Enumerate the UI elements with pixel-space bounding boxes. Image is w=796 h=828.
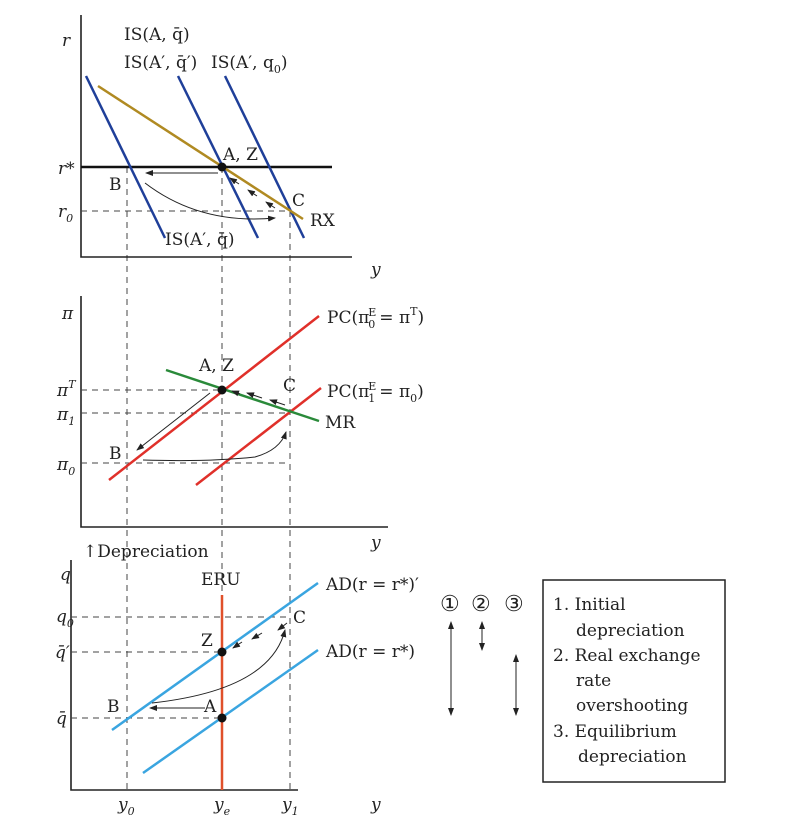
legend-line: 1. Initial [553, 595, 626, 615]
axis-label-r: r [62, 31, 71, 51]
axis-label-y-top: y [370, 260, 381, 280]
label-qbar-prime: q̄′ [55, 643, 70, 663]
label-a: A [203, 697, 217, 717]
label-ad-shifted: AD(r = r*)′ [325, 575, 419, 595]
point-az-mid [217, 385, 227, 395]
axes-bot [70, 560, 298, 791]
axes-top [80, 15, 352, 258]
point-az [217, 162, 227, 172]
label-eru: ERU [201, 570, 241, 590]
legend-line: 2. Real exchange [553, 646, 701, 666]
legend-line: 3. Equilibrium [553, 722, 677, 742]
step-1-marker: ① [440, 592, 460, 617]
axis-label-q: q [60, 565, 71, 585]
legend-line: overshooting [576, 696, 688, 716]
label-mr: MR [325, 413, 356, 433]
legend-line: depreciation [578, 747, 687, 767]
legend-box: 1. Initial depreciation 2. Real exchange… [542, 579, 726, 783]
ad-curve [142, 648, 319, 775]
label-r-star: r* [58, 159, 75, 179]
arrow-b-to-c [144, 182, 276, 222]
label-c-top: C [292, 191, 305, 211]
label-b-mid: B [109, 444, 122, 464]
panel-ad-eru: ↑Depreciation q q0 q̄′ q̄ ERU AD(r = r*)… [55, 542, 419, 818]
label-az-top: A, Z [222, 145, 258, 165]
ad-shifted-curve [111, 581, 319, 732]
panel-pc-mr: π πT π1 π0 y PC(π0E = πT) PC(π1E = π0) MR … [56, 296, 424, 553]
tick-y0: y0 [117, 795, 135, 818]
tick-y1: y1 [281, 795, 299, 818]
label-pi0: π0 [56, 455, 75, 478]
label-b-bot: B [107, 697, 120, 717]
label-is-a-prime-qbar-prime: IS(A′, q̄′) [124, 53, 197, 73]
step-2-marker: ② [471, 592, 491, 617]
label-is-a-prime-qbar: IS(A′, q̄) [165, 230, 234, 250]
mr-curve [165, 368, 320, 423]
step-3-marker: ③ [504, 592, 524, 617]
panel-is-rx: r r* r0 y IS(A, q̄) IS(A′, q̄′) IS(A′, q… [58, 15, 381, 280]
label-q0: q0 [56, 607, 74, 630]
label-ad: AD(r = r*) [325, 642, 415, 662]
label-r0: r0 [58, 202, 73, 225]
label-pc-target: PC(π0E = πT) [327, 305, 424, 331]
label-c-mid: C [283, 376, 296, 396]
label-rx: RX [310, 211, 336, 231]
steps-indicator: ① ② ③ [440, 592, 524, 716]
label-az-mid: A, Z [198, 356, 234, 376]
label-z: Z [201, 631, 213, 651]
pc-target-curve [108, 315, 320, 481]
tick-ye: ye [213, 795, 231, 818]
is-a-qbar-curve [176, 75, 260, 239]
label-pi1: π1 [56, 405, 75, 428]
point-z [217, 647, 227, 657]
label-qbar: q̄ [56, 709, 67, 729]
label-pi-target: πT [56, 378, 77, 401]
pc-pi0-curve [195, 387, 322, 486]
label-depreciation: ↑Depreciation [83, 542, 209, 562]
rx-curve [97, 84, 304, 221]
axis-label-y-mid: y [370, 533, 381, 553]
label-b-top: B [109, 175, 122, 195]
axis-label-pi: π [61, 304, 74, 324]
label-c-bot: C [293, 608, 306, 628]
legend-line: depreciation [576, 621, 685, 641]
label-pc-pi0: PC(π1E = π0) [327, 380, 424, 405]
point-a [217, 713, 227, 723]
label-is-a-qbar: IS(A, q̄) [124, 25, 190, 45]
legend-line: rate [576, 671, 611, 691]
label-is-a-prime-q0: IS(A′, q0) [211, 53, 287, 76]
axes-mid [80, 296, 388, 528]
axis-label-y-bot: y [370, 795, 381, 815]
is-a-prime-qbar-curve [84, 75, 167, 239]
